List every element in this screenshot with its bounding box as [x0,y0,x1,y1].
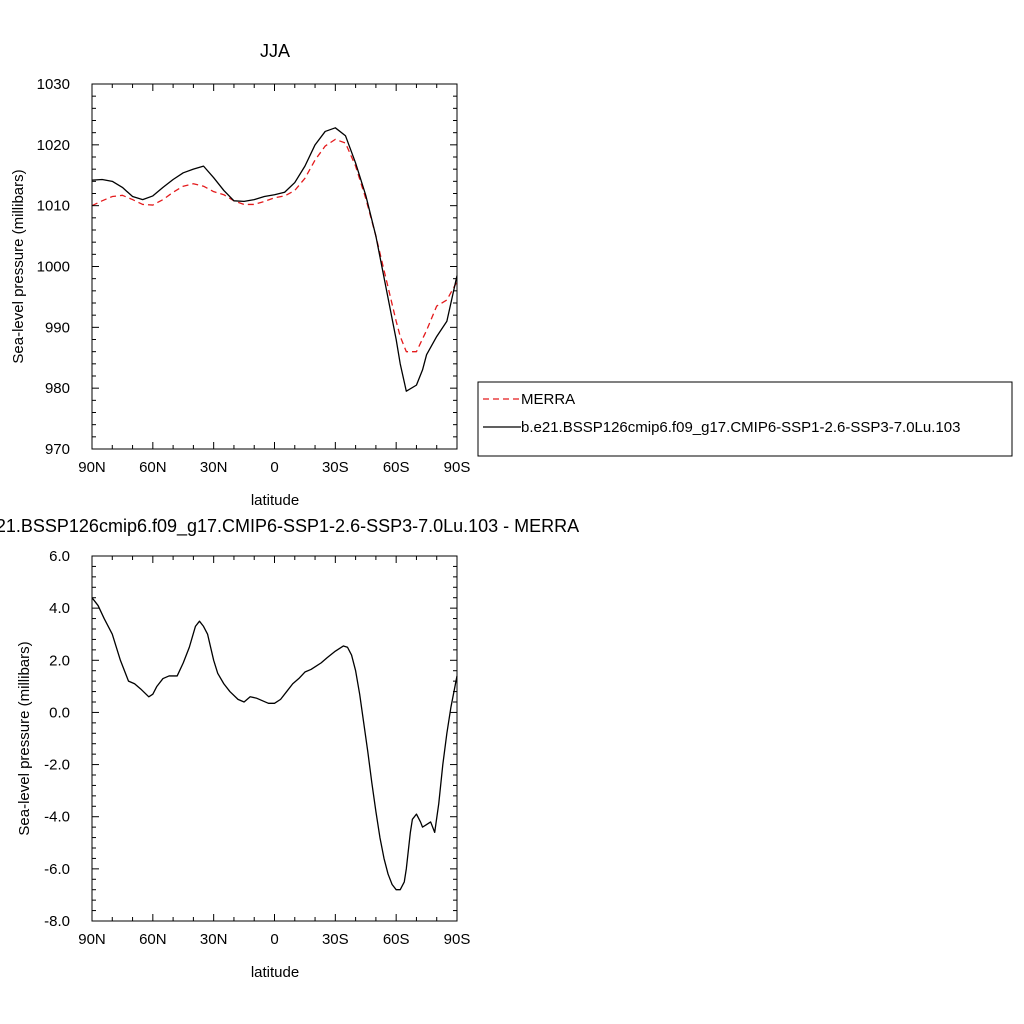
bottom-panel-title: b.e21.BSSP126cmip6.f09_g17.CMIP6-SSP1-2.… [0,516,579,537]
bottom-ticks-layer: 90N 60N 30N 0 30S 60S 90S -8.0 -6.0 -4.0 -2.0 0.0 2.… [44,548,470,948]
bottom-x-tick-label: 60S [383,931,410,948]
legend: MERRA b.e21.BSSP126cmip6.f09_g17.CMIP6-S… [477,381,1013,457]
top-x-tick-label: 90N [78,459,106,476]
top-x-axis-label: latitude [251,492,299,509]
bottom-x-axis-label: latitude [251,964,299,981]
bottom-x-tick-label: 0 [270,931,278,948]
bottom-x-tick-label: 90N [78,931,106,948]
bottom-y-tick-label: -2.0 [44,757,70,774]
top-y-tick-label: 980 [45,380,70,397]
bottom-y-tick-label: -6.0 [44,861,70,878]
top-x-tick-label: 60S [383,459,410,476]
bottom-y-axis-label: Sea-level pressure (millibars) [16,641,33,835]
top-x-tick-label: 90S [444,459,471,476]
legend-label-merra: MERRA [521,391,575,408]
bottom-panel: b.e21.BSSP126cmip6.f09_g17.CMIP6-SSP1-2.… [0,516,579,981]
bottom-y-tick-label: -4.0 [44,809,70,826]
top-series-line-1 [91,138,458,353]
bottom-y-tick-label: 2.0 [49,652,70,669]
top-y-tick-label: 1020 [37,137,70,154]
bottom-y-tick-label: -8.0 [44,913,70,930]
legend-label-model: b.e21.BSSP126cmip6.f09_g17.CMIP6-SSP1-2.… [521,419,960,436]
top-x-tick-label: 60N [139,459,167,476]
top-plot-frame [91,83,458,450]
top-x-tick-label: 30N [200,459,228,476]
legend-box [477,381,1013,457]
top-y-tick-label: 1030 [37,76,70,93]
top-panel: JJA 90N 60N 30N 0 30S 60S 90S 970 980 990 1000 1010… [10,41,470,509]
top-series-layer [91,127,458,392]
bottom-series-layer [91,597,458,891]
bottom-x-tick-label: 30N [200,931,228,948]
bottom-x-tick-label: 60N [139,931,167,948]
bottom-plot-frame [91,555,458,922]
top-y-tick-label: 1000 [37,259,70,276]
top-x-tick-label: 0 [270,459,278,476]
bottom-x-tick-label: 30S [322,931,349,948]
bottom-x-tick-label: 90S [444,931,471,948]
top-panel-title: JJA [260,41,290,61]
bottom-y-tick-label: 4.0 [49,600,70,617]
bottom-y-tick-label: 6.0 [49,548,70,565]
top-ticks-layer: 90N 60N 30N 0 30S 60S 90S 970 980 990 1000 1010 1020… [37,76,471,476]
bottom-series-line-1 [91,597,458,891]
top-y-tick-label: 990 [45,319,70,336]
top-series-line-2 [91,127,458,392]
top-y-tick-label: 970 [45,441,70,458]
top-x-tick-label: 30S [322,459,349,476]
bottom-y-tick-label: 0.0 [49,704,70,721]
top-y-axis-label: Sea-level pressure (millibars) [10,169,27,363]
top-y-tick-label: 1010 [37,198,70,215]
